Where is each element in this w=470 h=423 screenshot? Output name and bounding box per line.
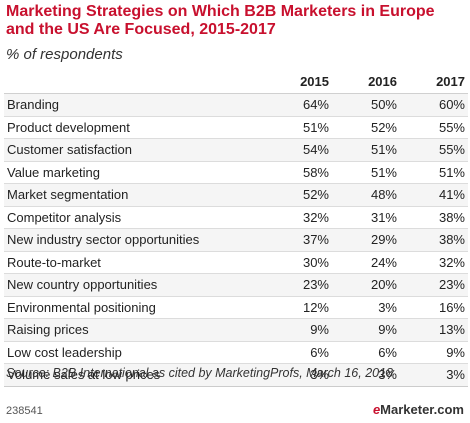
emarketer-logo: eMarketer.com [373,402,464,417]
cell-value-2015: 51% [264,116,332,139]
table-row: Route-to-market 30% 24% 32% [4,251,468,274]
cell-value-2015: 54% [264,138,332,162]
table-row: New industry sector opportunities 37% 29% 3… [4,228,468,252]
row-label: Customer satisfaction [4,138,264,162]
row-label: Branding [4,93,264,117]
cell-value-2017: 9% [400,341,468,364]
cell-value-2016: 51% [332,138,400,162]
cell-value-2015: 30% [264,251,332,274]
cell-value-2015: 37% [264,228,332,252]
table-row: Low cost leadership 6% 6% 9% [4,341,468,364]
table-row: New country opportunities 23% 20% 23% [4,273,468,297]
cell-value-2015: 3% [264,363,332,387]
column-header-2016: 2016 [332,69,400,94]
cell-value-2017: 38% [400,206,468,229]
logo-e: e [372,402,381,417]
table-row: Raising prices 9% 9% 13% [4,318,468,342]
cell-value-2017: 3% [400,363,468,387]
chart-title: Marketing Strategies on Which B2B Market… [6,3,435,38]
row-label: Product development [4,116,264,139]
row-label: Low cost leadership [4,341,264,364]
cell-value-2017: 38% [400,228,468,252]
table-row: Market segmentation 52% 48% 41% [4,183,468,207]
cell-value-2017: 60% [400,93,468,117]
column-header-2017: 2017 [400,69,468,94]
table-row: Value marketing 58% 51% 51% [4,161,468,184]
cell-value-2015: 58% [264,161,332,184]
cell-value-2017: 13% [400,318,468,342]
table-row: Customer satisfaction 54% 51% 55% [4,138,468,162]
row-label: New industry sector opportunities [4,228,264,252]
cell-value-2016: 9% [332,318,400,342]
cell-value-2016: 24% [332,251,400,274]
cell-value-2015: 64% [264,93,332,117]
cell-value-2016: 3% [332,363,400,387]
cell-value-2017: 16% [400,296,468,319]
cell-value-2017: 32% [400,251,468,274]
row-label: Market segmentation [4,183,264,207]
table-row: Environmental positioning 12% 3% 16% [4,296,468,319]
cell-value-2015: 32% [264,206,332,229]
header-row: 2015 2016 2017 [4,69,468,94]
logo-text: Marketer.com [380,402,464,417]
row-label: Route-to-market [4,251,264,274]
row-label: Competitor analysis [4,206,264,229]
cell-value-2016: 29% [332,228,400,252]
table-row: Branding 64% 50% 60% [4,93,468,117]
footer-divider [4,386,468,387]
column-header-2015: 2015 [264,69,332,94]
source-note: Source: B2B International as cited by Ma… [6,366,394,380]
cell-value-2015: 12% [264,296,332,319]
cell-value-2015: 52% [264,183,332,207]
cell-value-2017: 41% [400,183,468,207]
row-label: Volume sales at low prices [4,363,264,387]
cell-value-2016: 20% [332,273,400,297]
chart-id: 238541 [6,405,43,417]
cell-value-2017: 23% [400,273,468,297]
table-row: Product development 51% 52% 55% [4,116,468,139]
cell-value-2015: 23% [264,273,332,297]
column-header-label [4,69,264,94]
table-row: Volume sales at low prices 3% 3% 3% [4,363,468,387]
cell-value-2017: 55% [400,116,468,139]
cell-value-2016: 52% [332,116,400,139]
cell-value-2015: 6% [264,341,332,364]
data-table: 2015 2016 2017 Branding 64% 50% 60% Product … [4,69,468,387]
cell-value-2017: 51% [400,161,468,184]
cell-value-2016: 31% [332,206,400,229]
chart-subtitle: % of respondents [6,46,123,63]
table-body: Branding 64% 50% 60% Product development 51% 5… [4,93,468,387]
table-row: Competitor analysis 32% 31% 38% [4,206,468,229]
cell-value-2016: 50% [332,93,400,117]
cell-value-2016: 6% [332,341,400,364]
row-label: New country opportunities [4,273,264,297]
row-label: Environmental positioning [4,296,264,319]
row-label: Raising prices [4,318,264,342]
cell-value-2016: 48% [332,183,400,207]
cell-value-2017: 55% [400,138,468,162]
cell-value-2015: 9% [264,318,332,342]
cell-value-2016: 51% [332,161,400,184]
row-label: Value marketing [4,161,264,184]
cell-value-2016: 3% [332,296,400,319]
